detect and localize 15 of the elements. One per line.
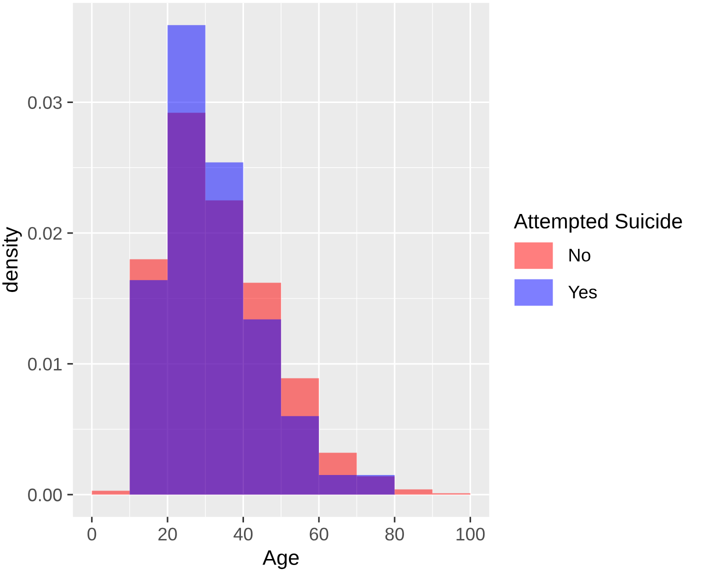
y-tick-label: 0.00: [28, 488, 62, 502]
x-tick-label: 20: [158, 528, 177, 541]
x-tick-label: 100: [456, 528, 485, 541]
x-tick-label: 60: [310, 528, 328, 541]
legend-label: No: [569, 248, 590, 262]
y-tick-label: 0.01: [28, 358, 62, 371]
x-tick-label: 0: [88, 528, 96, 541]
x-tick-label: 40: [234, 528, 253, 541]
y-tick-label: 0.02: [28, 226, 62, 240]
x-axis-title: Age: [262, 550, 299, 570]
x-tick-label: 80: [385, 528, 404, 541]
y-axis-title: density: [2, 226, 22, 292]
legend-title: Attempted Suicide: [514, 213, 682, 233]
y-tick-label: 0.03: [28, 96, 62, 109]
legend-label: Yes: [568, 286, 597, 298]
